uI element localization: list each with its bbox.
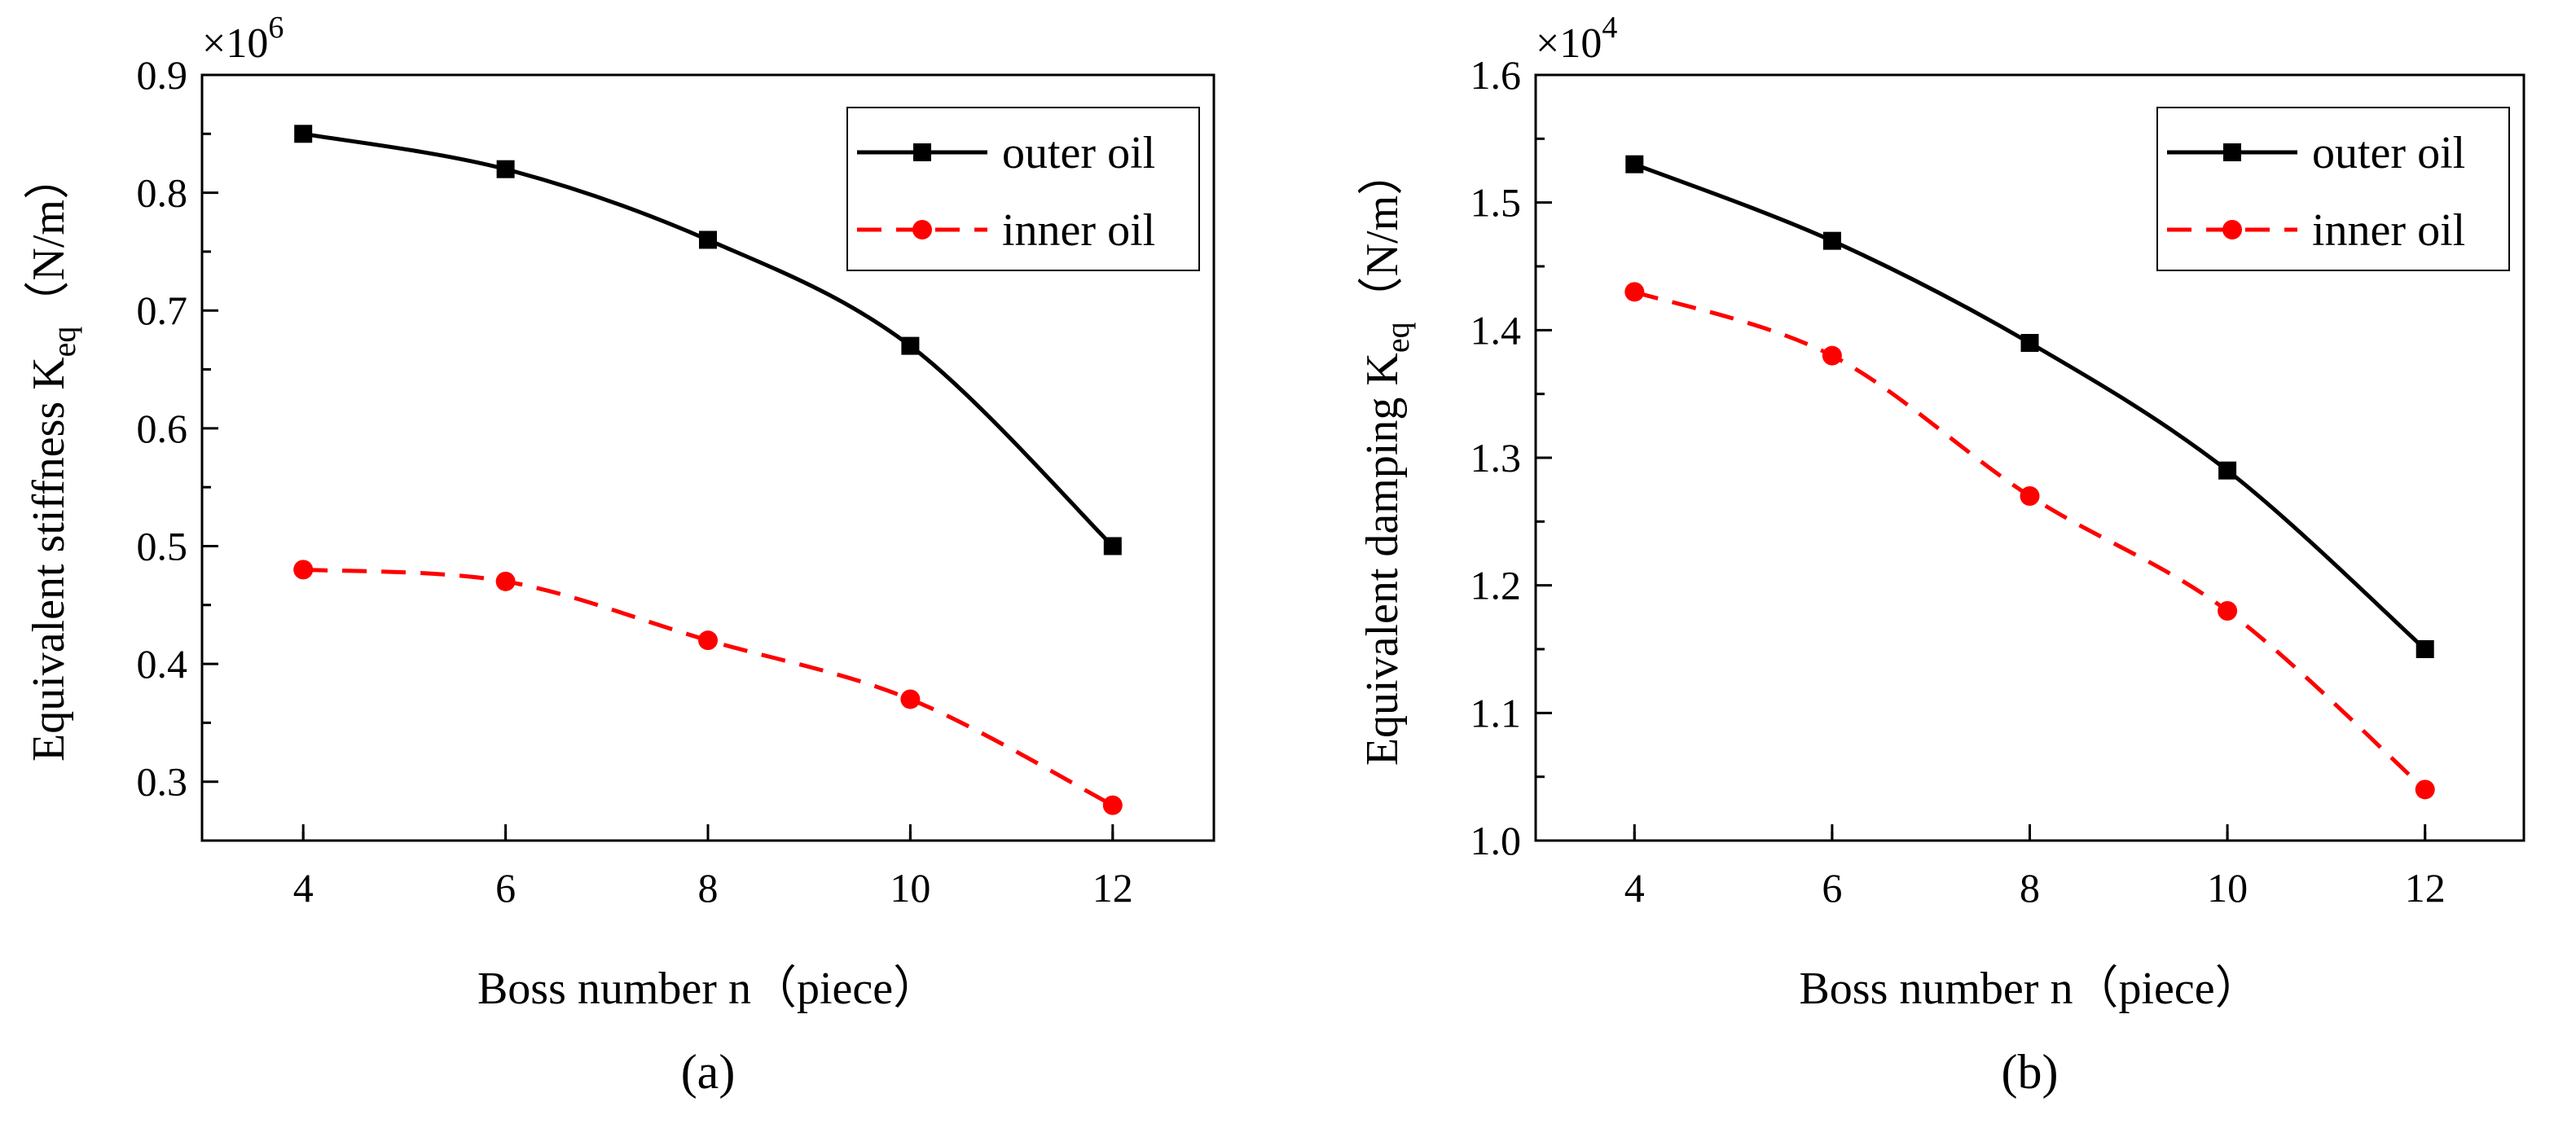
y-tick-label: 0.5 bbox=[137, 523, 188, 569]
y-tick-label: 0.3 bbox=[137, 759, 188, 805]
legend-marker-circle bbox=[2222, 220, 2242, 239]
y-axis-title-subscript: eq bbox=[1379, 322, 1416, 353]
y-tick-label: 1.6 bbox=[1470, 52, 1522, 98]
y-tick-label: 1.2 bbox=[1470, 563, 1522, 608]
data-point-circle bbox=[2020, 486, 2040, 506]
data-point-circle bbox=[698, 630, 718, 651]
x-tick-label: 4 bbox=[1624, 865, 1645, 911]
y-tick-label: 1.3 bbox=[1470, 435, 1522, 481]
y-tick-label: 1.4 bbox=[1470, 307, 1522, 353]
y-axis-title-main: Equivalent stiffness K bbox=[24, 357, 74, 762]
multiplier-exponent: 4 bbox=[1602, 11, 1617, 45]
data-point-circle bbox=[495, 571, 516, 591]
legend-box bbox=[846, 107, 1200, 271]
multiplier-exponent: 6 bbox=[268, 11, 284, 45]
y-tick-label: 0.4 bbox=[137, 641, 188, 687]
x-tick-label: 12 bbox=[1092, 865, 1133, 911]
y-tick-label: 0.8 bbox=[137, 170, 188, 216]
x-tick-label: 4 bbox=[293, 865, 314, 911]
legend-label: inner oil bbox=[2312, 205, 2465, 256]
legend-label: inner oil bbox=[1002, 205, 1155, 256]
data-point-circle bbox=[2218, 601, 2238, 621]
axis-multiplier: ×106 bbox=[202, 11, 284, 67]
y-tick-label: 1.0 bbox=[1470, 818, 1522, 863]
x-tick-label: 12 bbox=[2405, 865, 2446, 911]
x-tick-label: 6 bbox=[495, 865, 516, 911]
panel-label: (a) bbox=[681, 1045, 736, 1099]
legend-label: outer oil bbox=[1002, 128, 1155, 178]
y-tick-label: 0.7 bbox=[137, 288, 188, 333]
y-axis-title: Equivalent damping Keq（N/m） bbox=[1357, 150, 1416, 766]
data-point-circle bbox=[900, 689, 921, 709]
multiplier-base: ×10 bbox=[202, 20, 268, 67]
y-tick-label: 0.9 bbox=[137, 52, 188, 98]
data-point-circle bbox=[1624, 282, 1645, 302]
data-point-square bbox=[496, 160, 515, 178]
series-line-inner-oil bbox=[303, 567, 1114, 807]
x-axis-title: Boss number n（piece） bbox=[477, 964, 939, 1014]
legend-marker-circle bbox=[912, 220, 932, 239]
data-point-circle bbox=[1822, 345, 1842, 366]
data-point-square bbox=[699, 231, 717, 249]
legend-marker-square bbox=[2223, 143, 2241, 161]
data-point-square bbox=[1103, 537, 1122, 555]
y-axis-title-main: Equivalent damping K bbox=[1357, 353, 1408, 766]
data-point-square bbox=[294, 125, 313, 143]
x-tick-label: 8 bbox=[698, 865, 719, 911]
multiplier-base: ×10 bbox=[1536, 20, 1602, 67]
x-tick-label: 10 bbox=[890, 865, 930, 911]
x-tick-label: 8 bbox=[2020, 865, 2040, 911]
y-axis-title-subscript: eq bbox=[46, 327, 82, 358]
data-point-circle bbox=[293, 560, 314, 580]
data-point-square bbox=[2416, 640, 2434, 658]
y-tick-label: 1.1 bbox=[1470, 690, 1522, 735]
y-axis-title-unit: （N/m） bbox=[24, 154, 74, 327]
data-point-square bbox=[1822, 231, 1841, 250]
panel-label: (b) bbox=[2002, 1045, 2059, 1099]
data-point-square bbox=[2218, 461, 2237, 480]
axis-multiplier: ×104 bbox=[1536, 11, 1617, 67]
legend-label: outer oil bbox=[2312, 128, 2465, 178]
legend-marker-square bbox=[913, 143, 931, 161]
legend-box bbox=[2156, 107, 2510, 271]
y-tick-label: 0.6 bbox=[137, 406, 188, 451]
y-tick-label: 1.5 bbox=[1470, 180, 1522, 226]
x-axis-title: Boss number n（piece） bbox=[1799, 964, 2260, 1014]
x-tick-label: 6 bbox=[1822, 865, 1842, 911]
data-point-square bbox=[901, 336, 920, 355]
data-point-circle bbox=[2415, 779, 2435, 800]
x-tick-label: 10 bbox=[2207, 865, 2248, 911]
data-point-square bbox=[1625, 155, 1644, 173]
data-point-square bbox=[2020, 334, 2039, 352]
y-axis-title-unit: （N/m） bbox=[1357, 150, 1408, 323]
y-axis-title: Equivalent stiffness Keq（N/m） bbox=[24, 154, 82, 762]
data-point-circle bbox=[1102, 795, 1123, 815]
